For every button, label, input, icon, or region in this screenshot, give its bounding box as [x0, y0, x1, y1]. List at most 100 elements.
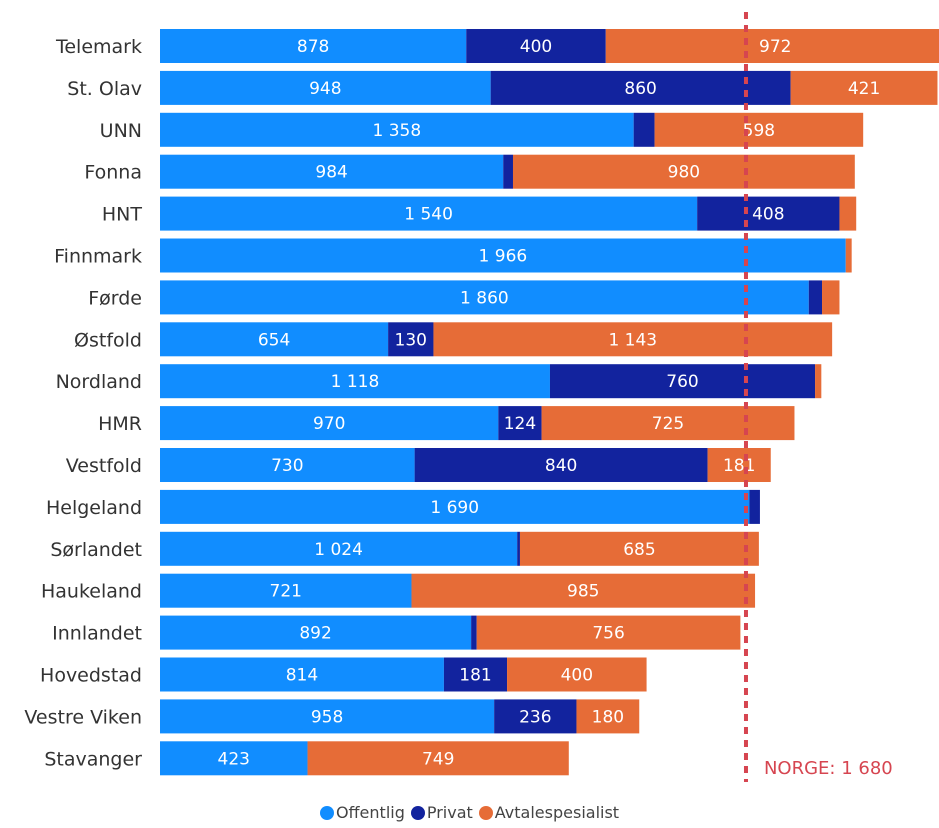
bars: 878 400 972 948 860 421 1 358 598 984 980 1 540 408…	[160, 29, 939, 776]
bar-avtalespesialist-hovedstad[interactable]	[507, 657, 647, 692]
data-label-offentlig-hmr: 970	[313, 414, 345, 434]
category-label-innlandet: Innlandet	[52, 623, 142, 645]
category-label-telemark: Telemark	[55, 36, 142, 58]
bar-avtalespesialist-østfold[interactable]	[433, 322, 833, 357]
legend-label: Privat	[426, 803, 473, 822]
bar-privat-førde[interactable]	[808, 280, 823, 315]
data-label-offentlig-haukeland: 721	[270, 582, 302, 602]
reference-line-label: NORGE: 1 680	[764, 758, 893, 779]
bar-offentlig-st-olav[interactable]	[160, 70, 491, 105]
data-label-offentlig-førde: 1 860	[460, 288, 509, 308]
category-labels: Telemark St. Olav UNN Fonna HNT Finnmark Førde…	[24, 36, 142, 770]
bar-avtalespesialist-st-olav[interactable]	[790, 70, 938, 105]
bar-privat-hmr[interactable]	[498, 406, 542, 441]
category-label-fonna: Fonna	[84, 162, 142, 184]
bar-avtalespesialist-hmr[interactable]	[541, 406, 795, 441]
bar-avtalespesialist-nordland[interactable]	[815, 364, 822, 399]
bar-avtalespesialist-hnt[interactable]	[839, 196, 857, 231]
legend: Offentlig Privat Avtalespesialist	[0, 803, 939, 822]
category-label-østfold: Østfold	[74, 329, 142, 351]
bar-offentlig-vestre-viken[interactable]	[160, 699, 495, 734]
bar-privat-hovedstad[interactable]	[443, 657, 508, 692]
category-label-nordland: Nordland	[56, 371, 142, 393]
data-label-offentlig-vestre-viken: 958	[311, 707, 343, 727]
data-label-offentlig-helgeland: 1 690	[430, 498, 479, 518]
data-label-avtalespesialist-vestfold: 181	[723, 456, 755, 476]
bar-offentlig-vestfold[interactable]	[160, 448, 415, 482]
data-label-privat-hnt: 408	[752, 205, 784, 225]
chart-canvas: Telemark St. Olav UNN Fonna HNT Finnmark Førde…	[24, 12, 939, 782]
data-label-avtalespesialist-stavanger: 749	[422, 749, 454, 769]
category-label-førde: Førde	[88, 287, 142, 309]
bar-avtalespesialist-innlandet[interactable]	[476, 615, 741, 650]
bar-privat-vestre-viken[interactable]	[494, 699, 577, 734]
data-label-offentlig-innlandet: 892	[299, 624, 331, 644]
data-label-offentlig-hovedstad: 814	[286, 666, 318, 686]
bar-avtalespesialist-fonna[interactable]	[512, 154, 855, 189]
data-label-offentlig-fonna: 984	[315, 163, 347, 183]
data-label-avtalespesialist-fonna: 980	[668, 163, 700, 183]
bar-offentlig-hovedstad[interactable]	[160, 657, 444, 692]
bar-avtalespesialist-haukeland[interactable]	[411, 573, 756, 608]
data-label-privat-vestre-viken: 236	[519, 707, 551, 727]
bar-avtalespesialist-stavanger[interactable]	[307, 741, 569, 776]
data-label-offentlig-sørlandet: 1 024	[314, 540, 363, 560]
bar-avtalespesialist-vestfold[interactable]	[707, 448, 771, 482]
category-label-stavanger: Stavanger	[44, 748, 142, 770]
bar-offentlig-sørlandet[interactable]	[160, 531, 518, 566]
legend-item-avtalespesialist[interactable]: Avtalespesialist	[478, 803, 620, 822]
bar-offentlig-innlandet[interactable]	[160, 615, 472, 650]
bar-privat-hnt[interactable]	[697, 196, 840, 231]
bar-privat-innlandet[interactable]	[471, 615, 477, 650]
data-label-privat-st-olav: 860	[624, 79, 656, 99]
data-label-offentlig-østfold: 654	[258, 330, 290, 350]
legend-item-offentlig[interactable]: Offentlig	[319, 803, 405, 822]
bar-avtalespesialist-førde[interactable]	[822, 280, 840, 315]
bar-privat-telemark[interactable]	[466, 29, 606, 63]
bar-offentlig-hnt[interactable]	[160, 196, 698, 231]
legend-item-privat[interactable]: Privat	[410, 803, 473, 822]
data-label-offentlig-telemark: 878	[297, 37, 329, 57]
category-label-hovedstad: Hovedstad	[40, 665, 142, 687]
bar-offentlig-nordland[interactable]	[160, 364, 550, 399]
data-label-offentlig-vestfold: 730	[271, 456, 303, 476]
bar-avtalespesialist-vestre-viken[interactable]	[576, 699, 640, 734]
bar-offentlig-stavanger[interactable]	[160, 741, 308, 776]
data-label-avtalespesialist-hovedstad: 400	[561, 666, 593, 686]
bar-offentlig-telemark[interactable]	[160, 29, 467, 63]
data-label-avtalespesialist-telemark: 972	[759, 37, 791, 57]
bar-privat-helgeland[interactable]	[749, 489, 760, 524]
bar-privat-unn[interactable]	[633, 112, 655, 147]
bar-privat-fonna[interactable]	[503, 154, 513, 189]
bar-offentlig-hmr[interactable]	[160, 406, 499, 441]
bar-avtalespesialist-telemark[interactable]	[605, 29, 939, 63]
category-label-finnmark: Finnmark	[54, 246, 142, 268]
legend-dot-icon	[410, 805, 425, 820]
bar-avtalespesialist-sørlandet[interactable]	[519, 531, 759, 566]
bar-privat-østfold[interactable]	[388, 322, 434, 357]
bar-privat-st-olav[interactable]	[490, 70, 791, 105]
bar-privat-vestfold[interactable]	[414, 448, 708, 482]
bar-offentlig-haukeland[interactable]	[160, 573, 412, 608]
bar-offentlig-finnmark[interactable]	[160, 238, 846, 273]
data-label-privat-østfold: 130	[395, 330, 427, 350]
legend-dot-icon	[478, 805, 493, 820]
data-label-privat-hovedstad: 181	[459, 666, 491, 686]
bar-offentlig-helgeland[interactable]	[160, 489, 750, 524]
bar-offentlig-fonna[interactable]	[160, 154, 504, 189]
bar-offentlig-førde[interactable]	[160, 280, 809, 315]
bar-privat-nordland[interactable]	[549, 364, 816, 399]
bar-offentlig-unn[interactable]	[160, 112, 634, 147]
bar-offentlig-østfold[interactable]	[160, 322, 389, 357]
category-label-st-olav: St. Olav	[67, 78, 142, 100]
data-label-offentlig-finnmark: 1 966	[479, 247, 528, 267]
data-label-privat-hmr: 124	[504, 414, 536, 434]
category-label-helgeland: Helgeland	[46, 497, 142, 519]
data-label-avtalespesialist-østfold: 1 143	[608, 330, 657, 350]
bar-avtalespesialist-unn[interactable]	[654, 112, 864, 147]
legend-label: Avtalespesialist	[494, 803, 620, 822]
bar-avtalespesialist-finnmark[interactable]	[845, 238, 852, 273]
bar-privat-sørlandet[interactable]	[517, 531, 520, 566]
category-label-vestfold: Vestfold	[66, 455, 142, 477]
